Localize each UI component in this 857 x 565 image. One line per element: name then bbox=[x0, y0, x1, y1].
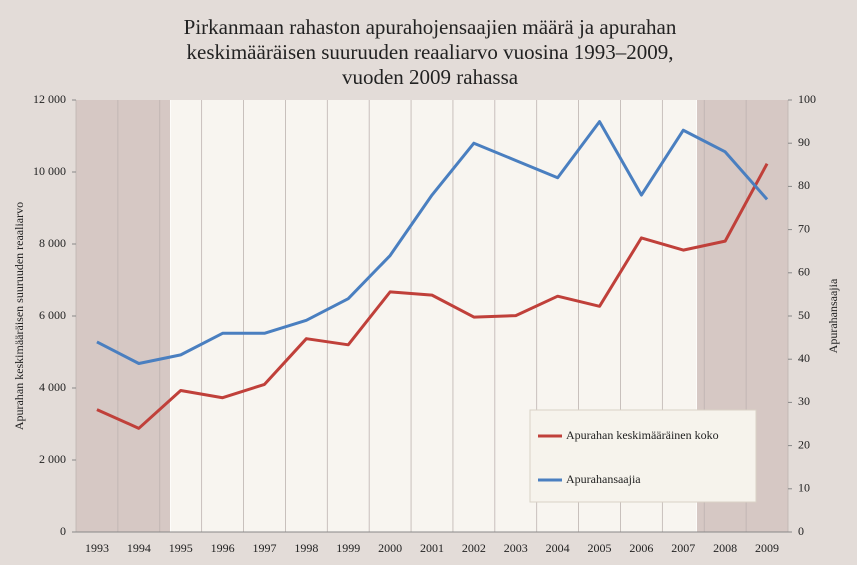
y-tick-label: 12 000 bbox=[33, 92, 66, 106]
chart-title: Pirkanmaan rahaston apurahojensaajien mä… bbox=[184, 15, 677, 39]
y2-tick-label: 40 bbox=[798, 351, 810, 365]
y-tick-label: 2 000 bbox=[39, 452, 66, 466]
x-tick-label: 1997 bbox=[252, 541, 276, 555]
y2-tick-label: 80 bbox=[798, 178, 810, 192]
y-tick-label: 10 000 bbox=[33, 164, 66, 178]
x-tick-label: 2000 bbox=[378, 541, 402, 555]
x-tick-label: 1995 bbox=[169, 541, 193, 555]
x-tick-label: 2003 bbox=[504, 541, 528, 555]
x-tick-label: 1999 bbox=[336, 541, 360, 555]
x-tick-label: 2001 bbox=[420, 541, 444, 555]
y2-tick-label: 70 bbox=[798, 221, 810, 235]
x-tick-label: 2006 bbox=[629, 541, 653, 555]
y2-tick-label: 0 bbox=[798, 524, 804, 538]
x-tick-label: 1996 bbox=[211, 541, 235, 555]
x-tick-label: 2004 bbox=[546, 541, 570, 555]
y-tick-label: 4 000 bbox=[39, 380, 66, 394]
y2-tick-label: 20 bbox=[798, 437, 810, 451]
y-tick-label: 8 000 bbox=[39, 236, 66, 250]
y2-tick-label: 60 bbox=[798, 265, 810, 279]
y2-tick-label: 100 bbox=[798, 92, 816, 106]
x-tick-label: 2005 bbox=[588, 541, 612, 555]
y-axis-label: Apurahan keskimääräisen suuruuden reaali… bbox=[12, 202, 26, 430]
x-tick-label: 2002 bbox=[462, 541, 486, 555]
x-tick-label: 2007 bbox=[671, 541, 695, 555]
y2-tick-label: 90 bbox=[798, 135, 810, 149]
legend-box bbox=[529, 409, 757, 503]
x-tick-label: 2008 bbox=[713, 541, 737, 555]
chart-title: vuoden 2009 rahassa bbox=[342, 65, 519, 89]
x-tick-label: 1998 bbox=[294, 541, 318, 555]
y-tick-label: 6 000 bbox=[39, 308, 66, 322]
x-tick-label: 1994 bbox=[127, 541, 151, 555]
x-tick-label: 2009 bbox=[755, 541, 779, 555]
y2-tick-label: 10 bbox=[798, 481, 810, 495]
legend-label: Apurahansaajia bbox=[566, 472, 641, 486]
legend-label: Apurahan keskimääräinen koko bbox=[566, 428, 719, 442]
series-line bbox=[96, 163, 769, 430]
chart-title: keskimääräisen suuruuden reaaliarvo vuos… bbox=[187, 40, 674, 64]
y2-axis-label: Apurahansaajia bbox=[826, 278, 840, 353]
y2-tick-label: 30 bbox=[798, 394, 810, 408]
x-tick-label: 1993 bbox=[85, 541, 109, 555]
y2-tick-label: 50 bbox=[798, 308, 810, 322]
series-line bbox=[96, 120, 769, 366]
y-tick-label: 0 bbox=[60, 524, 66, 538]
